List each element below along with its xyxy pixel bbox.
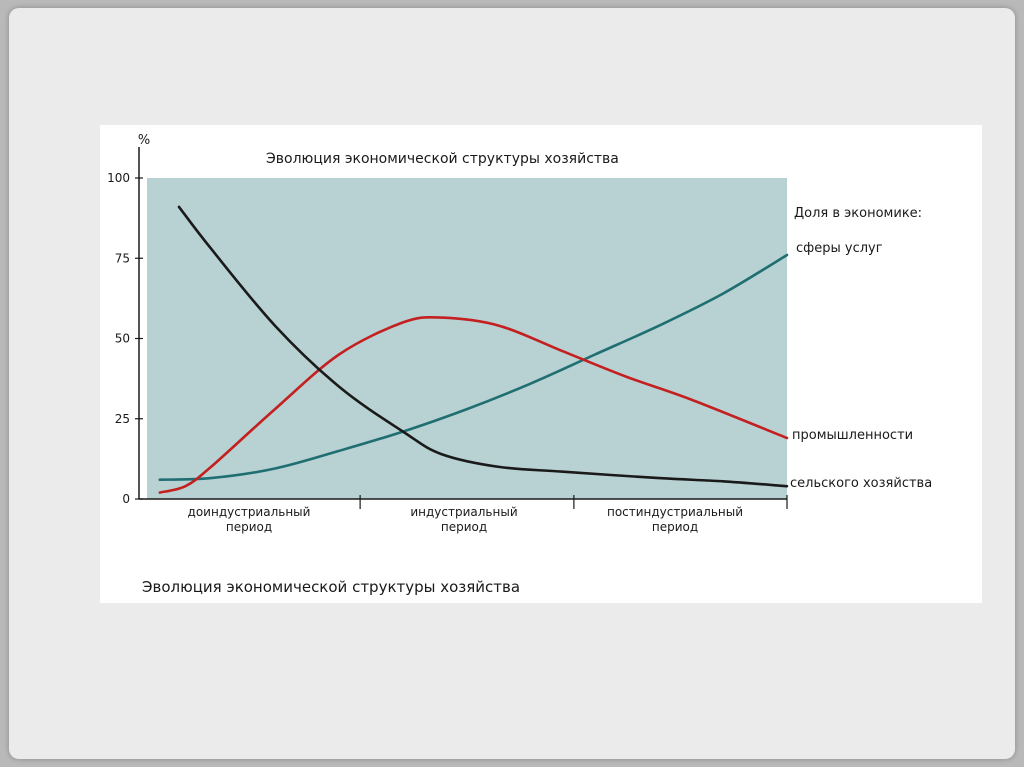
x-axis <box>139 495 788 509</box>
figure-caption: Эволюция экономической структуры хозяйст… <box>142 578 520 596</box>
plot-area <box>147 178 787 499</box>
y-tick-label: 100 <box>107 171 130 185</box>
y-tick-label: 50 <box>115 332 130 346</box>
chart-title: Эволюция экономической структуры хозяйст… <box>266 151 619 167</box>
y-axis-label: % <box>138 133 150 148</box>
legend-title: Доля в экономике: <box>794 206 922 221</box>
y-tick-label: 0 <box>122 492 130 506</box>
series-line-services <box>158 253 789 481</box>
period-label-3-line2: период <box>652 520 698 534</box>
period-label-1-line1: доиндустриальный <box>188 505 311 519</box>
chart-figure: % Эволюция экономической структуры хозяй… <box>100 125 982 603</box>
period-label-3-line1: постиндустриальный <box>607 505 743 519</box>
period-label-2-line2: период <box>441 520 487 534</box>
slide: % Эволюция экономической структуры хозяй… <box>9 8 1015 759</box>
series-line-agriculture <box>177 205 789 488</box>
series-label-agriculture: сельского хозяйства <box>790 476 932 491</box>
chart-svg: % Эволюция экономической структуры хозяй… <box>107 133 932 596</box>
series-lines <box>158 205 789 494</box>
y-tick-label: 25 <box>115 412 130 426</box>
period-label-1-line2: период <box>226 520 272 534</box>
series-label-industry: промышленности <box>792 428 913 443</box>
y-axis: 0 25 50 75 100 <box>107 147 143 506</box>
series-label-services: сферы услуг <box>796 241 883 256</box>
period-label-2-line1: индустриальный <box>410 505 517 519</box>
series-line-industry <box>158 315 789 494</box>
y-tick-label: 75 <box>115 251 130 265</box>
